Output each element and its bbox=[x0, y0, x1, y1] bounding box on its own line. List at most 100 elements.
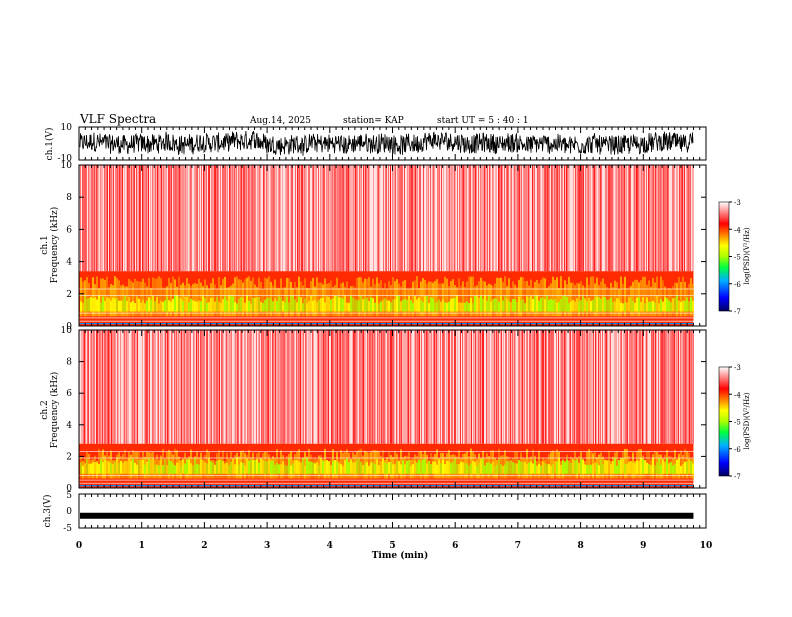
spec-band-green bbox=[216, 296, 218, 312]
spec-streak bbox=[450, 165, 451, 272]
spec-band-green bbox=[180, 465, 182, 474]
spec-streak bbox=[362, 165, 363, 272]
ch2-spec-ytick-label: 6 bbox=[66, 389, 72, 399]
spec-streak bbox=[472, 165, 473, 272]
spec-band-yellow bbox=[134, 278, 136, 317]
spec-streak bbox=[206, 330, 207, 444]
spec-band-green bbox=[120, 300, 122, 312]
spec-streak bbox=[679, 165, 680, 272]
spec-streak bbox=[615, 165, 616, 272]
spec-streak bbox=[201, 330, 202, 444]
spec-band-green bbox=[548, 463, 550, 474]
spec-streak bbox=[189, 165, 190, 272]
spec-streak bbox=[205, 330, 206, 444]
spec-streak bbox=[606, 165, 607, 272]
spec-streak bbox=[637, 330, 638, 444]
spec-band-yellow bbox=[580, 281, 582, 317]
spec-streak bbox=[571, 330, 572, 444]
spec-streak bbox=[157, 165, 158, 272]
spec-streak bbox=[134, 330, 135, 444]
spec-band-yellow bbox=[578, 283, 580, 317]
spec-streak bbox=[141, 165, 142, 272]
spec-streak bbox=[645, 165, 646, 272]
ch3-waveform-trace bbox=[80, 512, 694, 519]
spec-streak bbox=[417, 165, 418, 272]
spec-streak bbox=[165, 330, 166, 444]
spec-streak bbox=[481, 330, 482, 444]
spec-streak bbox=[616, 165, 617, 272]
spec-streak bbox=[267, 330, 268, 444]
spec-streak bbox=[441, 330, 442, 444]
spec-streak bbox=[585, 165, 586, 272]
spec-streak bbox=[445, 330, 446, 444]
spec-band-green bbox=[418, 459, 420, 474]
spec-band-green bbox=[464, 302, 466, 312]
spec-band-yellow bbox=[192, 284, 194, 317]
spec-band-yellow bbox=[296, 287, 298, 317]
spec-band-green bbox=[246, 295, 248, 312]
spec-streak bbox=[453, 330, 454, 444]
spec-band-green bbox=[390, 302, 392, 312]
spec-streak bbox=[633, 330, 634, 444]
spec-streak bbox=[359, 330, 360, 444]
spec-streak bbox=[647, 330, 648, 444]
ch3-ytick-5: 5 bbox=[66, 491, 72, 501]
x-tick-label: 6 bbox=[452, 541, 458, 551]
spec-band-green bbox=[176, 462, 178, 474]
spec-band-yellow bbox=[680, 282, 682, 317]
spec-streak bbox=[283, 165, 284, 272]
spec-streak bbox=[180, 165, 181, 272]
spec-streak bbox=[604, 330, 605, 444]
spec-streak bbox=[598, 330, 599, 444]
spec-band-green bbox=[118, 463, 120, 474]
spec-streak bbox=[579, 165, 580, 272]
spec-streak bbox=[439, 330, 440, 444]
spec-band-green bbox=[248, 460, 250, 474]
spec-streak bbox=[211, 165, 212, 272]
spec-band-green bbox=[566, 459, 568, 474]
spec-band-yellow bbox=[166, 451, 168, 479]
spec-band-green bbox=[580, 300, 582, 312]
spec-streak bbox=[254, 330, 255, 444]
x-tick-label: 9 bbox=[640, 541, 646, 551]
spec-band-green bbox=[474, 295, 476, 312]
spec-band-green bbox=[662, 301, 664, 312]
spec-streak bbox=[683, 330, 684, 444]
spec-streak bbox=[342, 330, 343, 444]
spec-streak bbox=[589, 330, 590, 444]
spec-streak bbox=[555, 330, 556, 444]
spec-band-green bbox=[150, 299, 152, 312]
spec-streak bbox=[608, 165, 609, 272]
spec-band-green bbox=[142, 299, 144, 312]
spec-streak bbox=[320, 330, 321, 444]
spec-streak bbox=[485, 165, 486, 272]
spec-streak bbox=[315, 330, 316, 444]
spec-streak bbox=[98, 165, 99, 272]
spec-band-green bbox=[552, 299, 554, 312]
spec-streak bbox=[467, 330, 468, 444]
spec-streak bbox=[358, 330, 359, 444]
spec-band-green bbox=[504, 296, 506, 312]
spec-band-green bbox=[552, 464, 554, 474]
x-tick-label: 2 bbox=[201, 541, 207, 551]
spec-band-yellow bbox=[544, 278, 546, 317]
spec-streak bbox=[681, 165, 682, 272]
spec-streak bbox=[207, 330, 208, 444]
spec-band-green bbox=[354, 462, 356, 474]
spec-streak bbox=[674, 330, 675, 444]
spec-streak bbox=[83, 330, 84, 444]
spec-streak bbox=[468, 330, 469, 444]
spec-band-green bbox=[560, 298, 562, 312]
spec-band-green bbox=[116, 297, 118, 312]
spec-band-green bbox=[466, 463, 468, 474]
ch1-spec-ytick-label: 8 bbox=[66, 193, 72, 203]
spec-streak bbox=[493, 330, 494, 444]
spec-band-yellow bbox=[304, 278, 306, 317]
spec-band-yellow bbox=[680, 450, 682, 479]
spec-band-green bbox=[544, 463, 546, 474]
spec-band-green bbox=[212, 462, 214, 474]
spec-streak bbox=[349, 330, 350, 444]
spec-streak bbox=[634, 330, 635, 444]
spec-streak bbox=[253, 165, 254, 272]
